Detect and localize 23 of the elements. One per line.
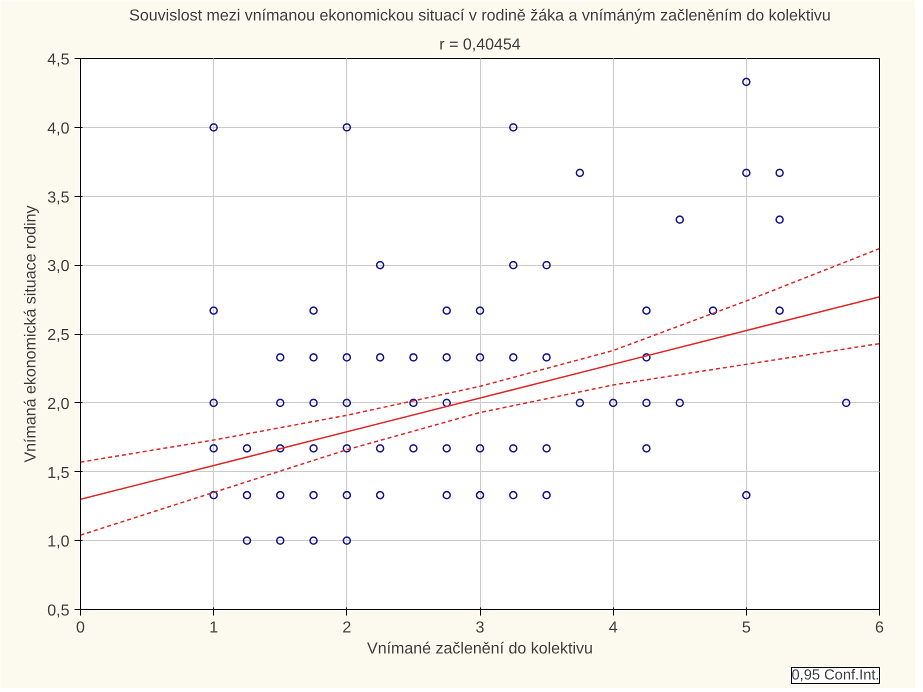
x-tick-label: 2 <box>342 620 352 636</box>
y-tick-label: 2,5 <box>47 327 70 344</box>
x-axis-title: Vnímané začlenění do kolektivu <box>367 640 593 658</box>
y-tick-label: 1,0 <box>47 534 70 551</box>
y-tick-label: 4,0 <box>47 120 70 138</box>
y-axis-title: Vnímaná ekonomická situace rodiny <box>22 205 40 463</box>
y-tick-label: 3,5 <box>47 189 70 206</box>
x-tick-label: 1 <box>209 620 218 636</box>
y-tick-label: 0,5 <box>47 602 70 620</box>
line-series <box>80 342 880 536</box>
x-tick-label: 4 <box>608 620 618 636</box>
chart-subtitle: r = 0,40454 <box>439 36 521 54</box>
y-tick-label: 1,5 <box>47 464 70 482</box>
line-series <box>80 248 880 463</box>
text: 0,95 Conf.Int. <box>792 668 880 684</box>
x-tick-label: 6 <box>875 620 884 636</box>
chart-title: Souvislost mezi vnímanou ekonomickou situací v rodině žáka a vnímáným začleněním do kolektivu <box>129 8 831 24</box>
y-tick-label: 3,0 <box>47 258 70 276</box>
y-tick-label: 4,5 <box>47 52 70 68</box>
y-tick-label: 2,0 <box>47 396 70 413</box>
x-tick-label: 0 <box>76 620 86 636</box>
x-tick-label: 3 <box>476 620 485 636</box>
x-tick-label: 5 <box>742 620 751 636</box>
